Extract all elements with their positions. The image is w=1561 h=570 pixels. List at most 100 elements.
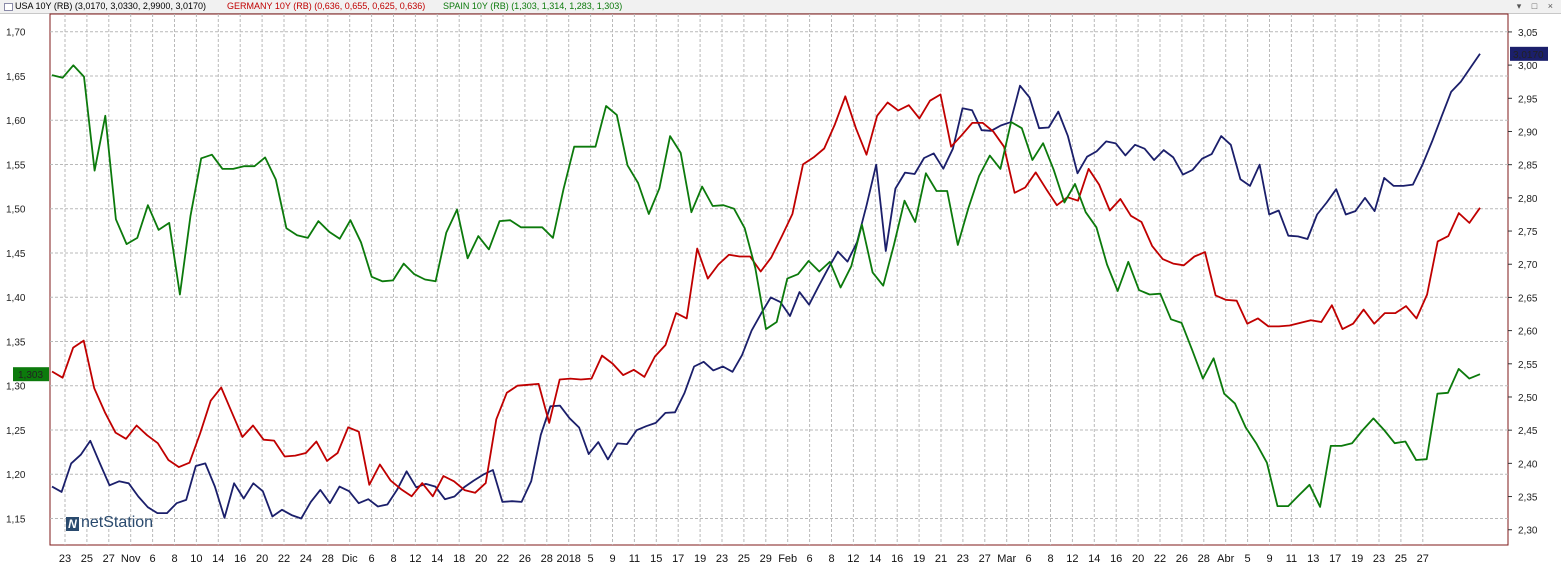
right-tick-label: 2,50 <box>1518 393 1538 404</box>
x-tick-label: Abr <box>1217 553 1234 565</box>
x-tick-label: 19 <box>1351 553 1363 565</box>
left-tick-label: 1,55 <box>6 160 26 171</box>
left-tick-label: 1,50 <box>6 205 26 216</box>
x-tick-label: 16 <box>1110 553 1122 565</box>
x-tick-label: 5 <box>588 553 594 565</box>
left-tick-label: 1,20 <box>6 470 26 481</box>
right-axis: 2,30 2,35 2,40 2,45 2,50 2,55 2,60 2,65 2,70 2,75… <box>1508 28 1538 537</box>
left-tick-label: 1,15 <box>6 514 26 525</box>
spain-line <box>51 64 1481 508</box>
left-tick-label: 1,25 <box>6 426 26 437</box>
x-tick-label: 18 <box>453 553 465 565</box>
x-tick-label: 22 <box>497 553 509 565</box>
right-tick-label: 2,60 <box>1518 327 1538 338</box>
x-tick-label: 8 <box>390 553 396 565</box>
x-tick-label: 23 <box>957 553 969 565</box>
x-tick-label: 11 <box>629 553 640 565</box>
right-tick-label: 2,75 <box>1518 227 1538 238</box>
x-tick-label: 15 <box>650 553 662 565</box>
window-controls[interactable]: ▾ □ × <box>1516 1 1557 11</box>
right-tick-label: 2,40 <box>1518 459 1538 470</box>
left-axis: 1,15 1,20 1,25 1,30 1,35 1,40 1,45 1,50 1,55 1,60… <box>6 28 26 526</box>
x-tick-label: 22 <box>278 553 290 565</box>
right-tick-label: 3,00 <box>1518 61 1538 72</box>
x-tick-label: 8 <box>171 553 177 565</box>
x-tick-label: 5 <box>1245 553 1251 565</box>
x-tick-label: 12 <box>409 553 421 565</box>
x-tick-label: 26 <box>1176 553 1188 565</box>
left-tick-label: 1,35 <box>6 337 26 348</box>
plot-frame <box>49 13 1509 546</box>
x-tick-label: 22 <box>1154 553 1166 565</box>
right-tick-label: 2,35 <box>1518 493 1538 504</box>
right-tick-label: 2,80 <box>1518 194 1538 205</box>
x-tick-label: 23 <box>716 553 728 565</box>
usa-last-value-text: 3,0170 <box>1513 50 1544 61</box>
right-tick-label: 2,65 <box>1518 293 1538 304</box>
x-tick-label: 17 <box>1329 553 1341 565</box>
x-tick-label: 19 <box>913 553 925 565</box>
x-tick-label: 19 <box>694 553 706 565</box>
x-tick-label: 24 <box>300 553 312 565</box>
x-tick-label: 12 <box>1066 553 1078 565</box>
x-tick-label: 13 <box>1307 553 1319 565</box>
x-tick-label: 21 <box>935 553 947 565</box>
x-tick-label: Dic <box>342 553 358 565</box>
spain-series-label: SPAIN 10Y (RB) (1,303, 1,314, 1,283, 1,3… <box>443 1 623 11</box>
x-tick-label: 16 <box>891 553 903 565</box>
spain-last-value-text: 1,303 <box>18 370 43 381</box>
x-tick-label: 9 <box>1266 553 1272 565</box>
x-tick-label: 9 <box>609 553 615 565</box>
usa-line <box>51 53 1481 520</box>
x-tick-label: 27 <box>103 553 115 565</box>
x-tick-label: 6 <box>1026 553 1032 565</box>
x-tick-label: 6 <box>369 553 375 565</box>
left-tick-label: 1,40 <box>6 293 26 304</box>
x-tick-label: 14 <box>869 553 881 565</box>
right-tick-label: 2,85 <box>1518 161 1538 172</box>
x-tick-label: 28 <box>322 553 334 565</box>
left-tick-label: 1,30 <box>6 382 26 393</box>
x-tick-label: 14 <box>1088 553 1100 565</box>
left-tick-label: 1,70 <box>6 28 26 39</box>
x-tick-label: 26 <box>519 553 531 565</box>
x-tick-label: 20 <box>475 553 487 565</box>
x-tick-label: 14 <box>212 553 224 565</box>
x-tick-label: 16 <box>234 553 246 565</box>
x-tick-label: 27 <box>979 553 991 565</box>
x-tick-label: 27 <box>1417 553 1429 565</box>
usa-legend-swatch <box>4 3 13 11</box>
right-tick-label: 3,05 <box>1518 28 1538 39</box>
x-tick-label: 23 <box>59 553 71 565</box>
x-tick-label: Nov <box>121 553 141 565</box>
left-tick-label: 1,65 <box>6 72 26 83</box>
x-tick-label: 20 <box>256 553 268 565</box>
x-tick-label: 23 <box>1373 553 1385 565</box>
right-tick-label: 2,90 <box>1518 127 1538 138</box>
x-tick-label: Feb <box>778 553 797 565</box>
spain-last-value-badge <box>13 367 49 382</box>
germany-line <box>51 93 1481 498</box>
x-tick-label: 10 <box>190 553 202 565</box>
netstation-logo-text: netStation <box>81 514 154 531</box>
x-tick-label: 6 <box>150 553 156 565</box>
x-tick-label: 25 <box>81 553 93 565</box>
x-tick-label: 25 <box>738 553 750 565</box>
series-lines <box>51 53 1481 520</box>
x-tick-label: 2018 <box>556 553 580 565</box>
usa-series-label: USA 10Y (RB) (3,0170, 3,0330, 2,9900, 3,… <box>15 1 206 11</box>
x-tick-label: 11 <box>1286 553 1297 565</box>
x-tick-label: 25 <box>1395 553 1407 565</box>
right-tick-label: 2,95 <box>1518 94 1538 105</box>
x-tick-label: 17 <box>672 553 684 565</box>
right-tick-label: 2,55 <box>1518 360 1538 371</box>
netstation-logo-mark: N <box>66 517 79 531</box>
left-tick-label: 1,45 <box>6 249 26 260</box>
x-tick-label: 14 <box>431 553 443 565</box>
usa-last-value-badge <box>1510 46 1548 61</box>
x-tick-label: 28 <box>1198 553 1210 565</box>
x-tick-label: 20 <box>1132 553 1144 565</box>
x-tick-label: 8 <box>1047 553 1053 565</box>
